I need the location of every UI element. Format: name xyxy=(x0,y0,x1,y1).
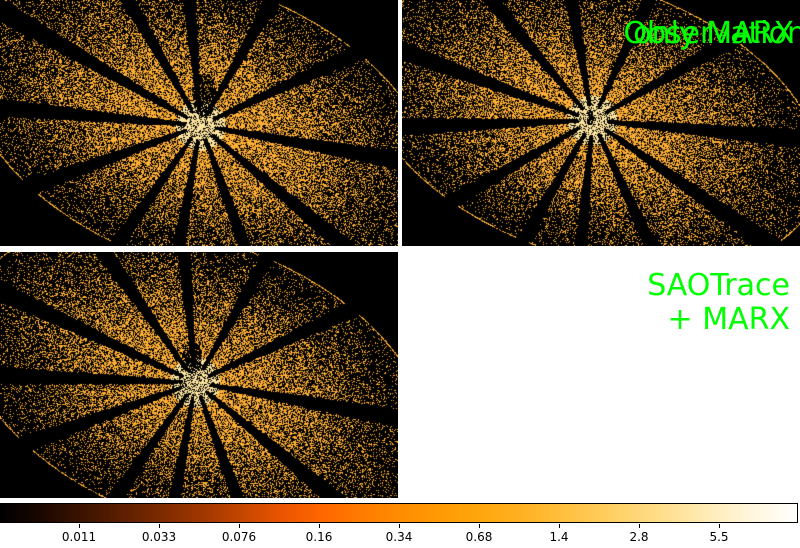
colorbar-tick-label: 5.5 xyxy=(709,530,729,544)
colorbar-tick xyxy=(79,524,80,528)
colorbar-tick xyxy=(159,524,160,528)
colorbar-tick xyxy=(399,524,400,528)
colorbar-tick xyxy=(479,524,480,528)
marx-label-line: + MARX xyxy=(667,302,790,337)
only-marx-image xyxy=(402,0,800,246)
panel-divider xyxy=(398,0,402,250)
colorbar-tick xyxy=(639,524,640,528)
colorbar-tick xyxy=(719,524,720,528)
only-marx-label-line: only MARX xyxy=(633,16,794,51)
colorbar-tick-label: 0.076 xyxy=(221,530,257,544)
colorbar-tick-label: 2.8 xyxy=(629,530,649,544)
saotrace-marx-image xyxy=(0,252,398,498)
colorbar-tick xyxy=(559,524,560,528)
observation-label-line: Observation xyxy=(623,16,800,51)
colorbar-tick-label: 0.011 xyxy=(61,530,97,544)
only-marx-label: only MARX xyxy=(633,17,794,51)
saotrace-label-line: SAOTrace xyxy=(647,268,790,303)
colorbar-tick-label: 0.34 xyxy=(385,530,413,544)
colorbar-tick-label: 0.68 xyxy=(465,530,493,544)
saotrace-marx-image-panel xyxy=(0,252,398,498)
colorbar-tick-label: 1.4 xyxy=(549,530,569,544)
only-marx-image-panel xyxy=(402,0,800,246)
saotrace-marx-label: SAOTrace + MARX xyxy=(647,269,790,337)
colorbar-tick xyxy=(239,524,240,528)
colorbar-area: 0.011 0.033 0.076 0.16 0.34 0.68 1.4 2.8… xyxy=(0,502,800,548)
colorbar-tick xyxy=(319,524,320,528)
colorbar-tick-label: 0.033 xyxy=(141,530,177,544)
observation-image xyxy=(0,0,398,246)
colorbar-tick-label: 0.16 xyxy=(305,530,333,544)
observation-image-panel xyxy=(0,0,398,246)
colorbar xyxy=(0,503,798,523)
observation-label: Observation xyxy=(623,17,800,51)
